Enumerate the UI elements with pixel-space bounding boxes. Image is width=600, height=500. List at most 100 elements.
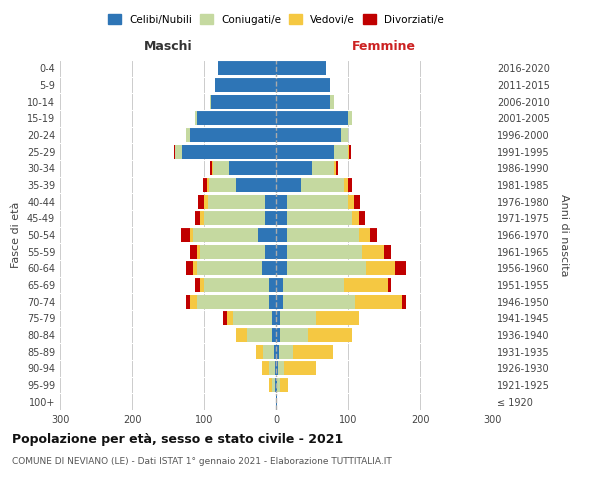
Bar [336,162,338,175]
Bar [344,178,348,192]
Bar [186,128,190,142]
Bar [308,328,352,342]
Bar [194,112,197,126]
Text: Femmine: Femmine [352,40,416,52]
Bar [265,211,276,226]
Bar [348,112,352,126]
Bar [269,294,276,308]
Bar [354,194,359,209]
Bar [272,378,275,392]
Bar [287,244,362,259]
Bar [200,278,204,292]
Bar [256,344,263,359]
Bar [276,278,283,292]
Y-axis label: Anni di nascita: Anni di nascita [559,194,569,276]
Bar [279,344,293,359]
Bar [341,128,348,142]
Bar [200,244,265,259]
Bar [280,311,316,326]
Bar [276,344,279,359]
Bar [276,311,280,326]
Text: COMUNE DI NEVIANO (LE) - Dati ISTAT 1° gennaio 2021 - Elaborazione TUTTITALIA.IT: COMUNE DI NEVIANO (LE) - Dati ISTAT 1° g… [12,458,392,466]
Bar [349,144,351,159]
Bar [287,228,359,242]
Bar [190,244,197,259]
Bar [193,261,197,276]
Bar [190,128,276,142]
Y-axis label: Fasce di età: Fasce di età [11,202,21,268]
Bar [207,178,209,192]
Bar [287,261,366,276]
Bar [276,94,330,109]
Bar [208,194,265,209]
Bar [276,294,283,308]
Text: Popolazione per età, sesso e stato civile - 2021: Popolazione per età, sesso e stato civil… [12,432,343,446]
Bar [348,144,349,159]
Bar [344,278,388,292]
Bar [215,78,276,92]
Bar [283,278,344,292]
Bar [280,378,288,392]
Bar [283,294,355,308]
Bar [330,94,334,109]
Bar [276,261,287,276]
Bar [278,361,284,376]
Bar [197,244,200,259]
Bar [275,361,276,376]
Bar [293,344,333,359]
Bar [366,261,395,276]
Bar [355,294,402,308]
Bar [182,144,276,159]
Bar [269,278,276,292]
Bar [193,228,258,242]
Bar [276,228,287,242]
Bar [276,62,326,76]
Bar [247,328,272,342]
Bar [203,178,207,192]
Bar [236,178,276,192]
Bar [190,228,193,242]
Bar [200,211,204,226]
Bar [212,162,214,175]
Bar [276,162,312,175]
Bar [262,361,269,376]
Bar [312,162,334,175]
Bar [287,211,352,226]
Bar [214,162,229,175]
Bar [276,394,277,409]
Bar [258,228,276,242]
Bar [402,294,406,308]
Bar [276,378,277,392]
Bar [348,194,354,209]
Bar [175,144,182,159]
Bar [352,211,359,226]
Bar [204,211,265,226]
Bar [370,228,377,242]
Bar [218,62,276,76]
Bar [276,328,280,342]
Bar [276,361,278,376]
Bar [262,261,276,276]
Bar [194,278,200,292]
Bar [284,361,316,376]
Bar [194,211,200,226]
Bar [334,162,336,175]
Bar [275,378,276,392]
Bar [265,244,276,259]
Bar [395,261,406,276]
Bar [263,344,274,359]
Bar [186,261,193,276]
Bar [334,144,348,159]
Bar [276,78,330,92]
Bar [181,228,190,242]
Bar [269,361,275,376]
Bar [276,178,301,192]
Bar [197,294,269,308]
Bar [190,294,197,308]
Bar [210,162,212,175]
Bar [301,178,344,192]
Bar [265,194,276,209]
Bar [388,278,391,292]
Bar [204,278,269,292]
Bar [210,94,211,109]
